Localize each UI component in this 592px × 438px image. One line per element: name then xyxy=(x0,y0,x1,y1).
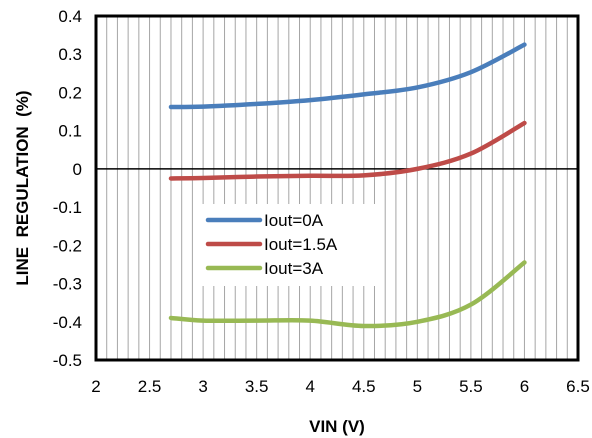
y-tick-label: 0.4 xyxy=(58,7,82,26)
legend-label-3: Iout=3A xyxy=(264,259,324,278)
y-axis-title: LINE REGULATION (%) xyxy=(13,90,32,285)
legend: Iout=0A Iout=1.5A Iout=3A xyxy=(200,204,382,286)
y-tick-label: -0.1 xyxy=(53,198,82,217)
legend-label-1: Iout=0A xyxy=(264,211,324,230)
x-tick-label: 6 xyxy=(520,377,529,396)
grid-layer xyxy=(107,16,568,360)
x-tick-label: 2 xyxy=(91,377,100,396)
x-tick-label: 3.5 xyxy=(245,377,269,396)
series-line-2 xyxy=(171,123,524,178)
x-tick-label: 3 xyxy=(198,377,207,396)
legend-label-2: Iout=1.5A xyxy=(264,235,338,254)
x-tick-label: 5.5 xyxy=(459,377,483,396)
x-tick-label: 6.5 xyxy=(566,377,590,396)
y-tick-label: -0.4 xyxy=(53,313,82,332)
y-tick-label: -0.2 xyxy=(53,236,82,255)
x-tick-label: 4 xyxy=(305,377,314,396)
y-tick-label: -0.3 xyxy=(53,275,82,294)
y-tick-label: -0.5 xyxy=(53,351,82,370)
x-tick-label: 5 xyxy=(413,377,422,396)
x-tick-label: 2.5 xyxy=(138,377,162,396)
y-tick-labels: 0.4 0.3 0.2 0.1 0 -0.1 -0.2 -0.3 -0.4 -0.5 xyxy=(53,7,82,370)
plot-frame xyxy=(96,16,578,360)
x-axis-title: VIN (V) xyxy=(309,417,365,436)
x-tick-labels: 2 2.5 3 3.5 4 4.5 5 5.5 6 6.5 xyxy=(91,377,590,396)
x-tick-label: 4.5 xyxy=(352,377,376,396)
series-line-1 xyxy=(171,45,524,107)
y-tick-label: 0.1 xyxy=(58,122,82,141)
y-tick-label: 0.2 xyxy=(58,83,82,102)
y-tick-label: 0 xyxy=(73,160,82,179)
y-tick-label: 0.3 xyxy=(58,45,82,64)
